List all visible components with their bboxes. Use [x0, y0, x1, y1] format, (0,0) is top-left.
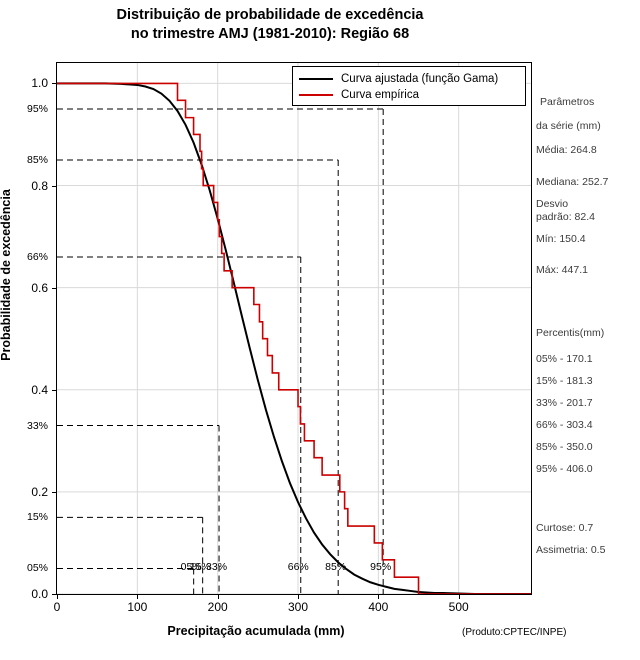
y-tickmark: [52, 83, 57, 85]
y-tick-1.0: 1.0: [31, 76, 48, 91]
y-tickmark: [52, 491, 57, 493]
y-pct-tick-05%: 05%: [26, 562, 48, 575]
percentis-header: Percentis(mm): [536, 327, 605, 339]
legend-label-fitted: Curva ajustada (função Gama): [341, 73, 499, 85]
legend-swatch-fitted: [299, 78, 333, 80]
param-desvio-line-1: Desvio: [536, 198, 569, 210]
chart-svg: [57, 63, 531, 594]
percentil-15: 15% - 181.3: [536, 375, 593, 387]
x-tickmark: [57, 594, 58, 599]
param-curtose: Curtose: 0.7: [536, 522, 594, 534]
y-tick-0.4: 0.4: [31, 382, 48, 397]
y-pct-tick-95%: 95%: [26, 102, 48, 115]
x-pct-label-95%: 95%: [370, 561, 392, 573]
y-tickmark: [52, 594, 57, 595]
param-mediana: Mediana: 252.7: [536, 176, 609, 188]
y-pct-tick-33%: 33%: [26, 419, 48, 432]
x-pct-label-33%: 33%: [206, 561, 228, 573]
param-desvio-line-2: padrão: 82.4: [536, 211, 595, 223]
legend-label-empirical: Curva empírica: [341, 89, 419, 101]
param-media: Média: 264.8: [536, 144, 597, 156]
percentil-95: 95% - 406.0: [536, 463, 593, 475]
y-tick-0.0: 0.0: [31, 587, 48, 601]
chart-title-line-1: Distribuição de probabilidade de excedên…: [116, 7, 424, 23]
x-pct-label-15%: 15%: [189, 561, 211, 573]
chart-title-line-2: no trimestre AMJ (1981-2010): Região 68: [130, 26, 410, 42]
x-tickmark: [217, 594, 219, 599]
x-tick-500: 500: [448, 600, 469, 614]
chart-legend: Curva ajustada (função Gama) Curva empír…: [292, 66, 526, 106]
x-tickmark: [378, 594, 380, 599]
legend-item-empirical: Curva empírica: [299, 87, 519, 103]
percentil-05: 05% - 170.1: [536, 353, 593, 365]
x-pct-label-05%: 05%: [180, 561, 202, 573]
x-pct-label-85%: 85%: [325, 561, 347, 573]
y-tick-0.6: 0.6: [31, 280, 48, 295]
x-pct-label-66%: 66%: [287, 561, 309, 573]
chart-title: Distribuição de probabilidade de excedên…: [0, 6, 540, 44]
x-tick-200: 200: [207, 600, 228, 614]
percentil-85: 85% - 350.0: [536, 441, 593, 453]
plot-inner: [57, 63, 531, 594]
param-max: Máx: 447.1: [536, 264, 588, 276]
y-pct-tick-66%: 66%: [26, 251, 48, 264]
x-tickmark: [298, 594, 300, 599]
y-tickmark: [52, 287, 57, 289]
y-pct-tick-15%: 15%: [26, 511, 48, 524]
y-tick-0.8: 0.8: [31, 178, 48, 193]
param-min: Mín: 150.4: [536, 233, 586, 245]
x-axis-label: Precipitação acumulada (mm): [167, 624, 345, 638]
credit-text: (Produto:CPTEC/INPE): [462, 627, 567, 638]
x-tickmark: [458, 594, 460, 599]
y-tick-0.2: 0.2: [31, 484, 48, 499]
percentil-66: 66% - 303.4: [536, 419, 593, 431]
percentil-33: 33% - 201.7: [536, 397, 593, 409]
params-header-1: Parâmetros: [540, 96, 595, 108]
x-tickmark: [137, 594, 139, 599]
legend-swatch-empirical: [299, 94, 333, 96]
y-pct-tick-85%: 85%: [26, 154, 48, 166]
plot-area: [56, 62, 532, 595]
y-axis-label: Probabilidade de excedência: [0, 189, 13, 361]
x-tick-300: 300: [288, 600, 309, 614]
y-tickmark: [52, 389, 57, 391]
x-tick-0: 0: [53, 600, 61, 614]
params-header-2: da série (mm): [536, 120, 601, 132]
y-tickmark: [52, 185, 57, 187]
x-tick-100: 100: [127, 600, 148, 614]
param-assimetria: Assimetria: 0.5: [536, 544, 606, 556]
legend-item-fitted: Curva ajustada (função Gama): [299, 71, 519, 87]
x-tick-400: 400: [368, 600, 389, 614]
